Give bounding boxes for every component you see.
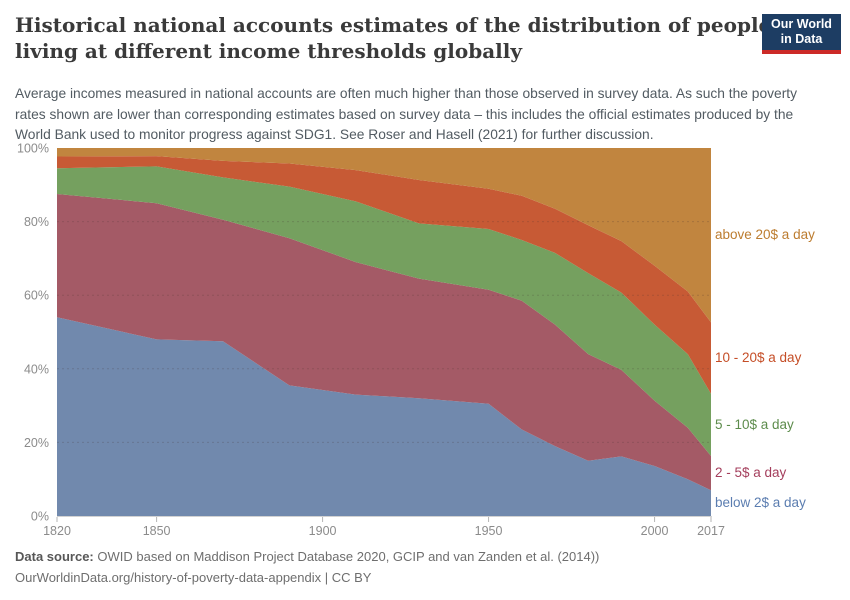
y-tick-label: 40%: [24, 362, 49, 376]
x-tick-label: 2000: [641, 524, 669, 538]
chart-subtitle: Average incomes measured in national acc…: [15, 86, 798, 143]
x-tick-label: 1900: [309, 524, 337, 538]
legend-label-5-10-a-day[interactable]: 5 - 10$ a day: [715, 416, 794, 432]
area-2-5-a-day[interactable]: [57, 194, 711, 491]
x-tick-label: 1950: [475, 524, 503, 538]
owid-logo[interactable]: Our World in Data: [762, 14, 841, 54]
y-tick-label: 100%: [17, 142, 49, 156]
chart-footer: Data source: OWID based on Maddison Proj…: [15, 546, 835, 588]
y-tick-label: 20%: [24, 436, 49, 450]
page-title: Historical national accounts estimates o…: [15, 13, 772, 63]
area-5-10-a-day[interactable]: [57, 166, 711, 456]
license-link[interactable]: OurWorldinData.org/history-of-poverty-da…: [15, 570, 372, 586]
chart-legend: below 2$ a day 2 - 5$ a day 5 - 10$ a day 1…: [715, 0, 849, 600]
data-source-line: Data source: OWID based on Maddison Proj…: [15, 546, 835, 567]
area-10-20-a-day[interactable]: [57, 156, 711, 394]
x-tick-label: 1820: [43, 524, 71, 538]
y-tick-label: 0%: [31, 510, 49, 524]
area-below-2-a-day[interactable]: [57, 317, 711, 516]
data-source-text: OWID based on Maddison Project Database …: [93, 549, 600, 564]
legend-label-2-5-a-day[interactable]: 2 - 5$ a day: [715, 465, 787, 481]
legend-label-above-20-a-day[interactable]: above 20$ a day: [715, 227, 815, 243]
x-tick-label: 2017: [697, 524, 725, 538]
area-above-20-a-day[interactable]: [57, 148, 711, 323]
legend-label-10-20-a-day[interactable]: 10 - 20$ a day: [715, 350, 802, 366]
owid-logo-line1: Our World: [771, 17, 832, 32]
data-source-label: Data source:: [15, 549, 94, 564]
owid-logo-line2: in Data: [780, 32, 823, 46]
y-tick-label: 80%: [24, 215, 49, 229]
y-tick-label: 60%: [24, 289, 49, 303]
legend-label-below-2-a-day[interactable]: below 2$ a day: [715, 495, 806, 511]
x-tick-label: 1850: [143, 524, 171, 538]
stacked-area-chart[interactable]: 1820 1850 1900 1950 2000 2017 0% 20% 40% 60% 80% 10…: [0, 140, 850, 540]
